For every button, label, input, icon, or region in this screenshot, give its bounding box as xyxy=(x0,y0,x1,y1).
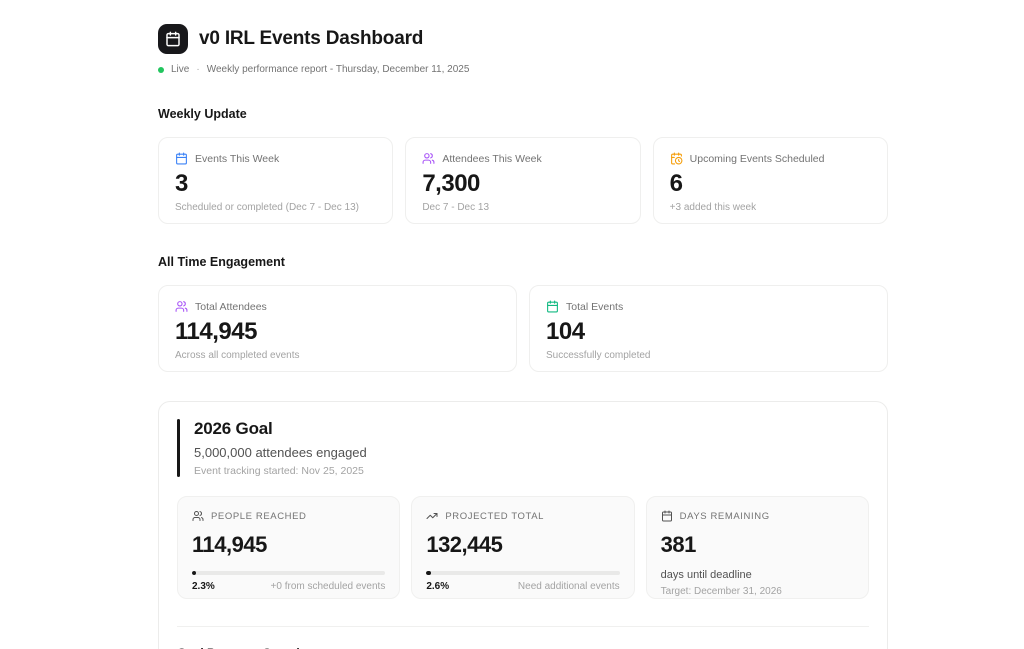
card-label-row: Total Events xyxy=(546,300,871,313)
users-icon xyxy=(192,510,204,522)
users-icon xyxy=(422,152,435,165)
header: v0 IRL Events Dashboard xyxy=(158,24,888,54)
progress-bar xyxy=(426,571,619,575)
goal-accent-bar xyxy=(177,419,180,477)
goal-header: 2026 Goal 5,000,000 attendees engaged Ev… xyxy=(177,419,869,477)
card-label-row: Total Attendees xyxy=(175,300,500,313)
card-note: Target: December 31, 2026 xyxy=(661,586,854,597)
calendar-icon xyxy=(661,510,673,522)
card-description: Dec 7 - Dec 13 xyxy=(422,202,623,213)
card-value: 114,945 xyxy=(175,318,500,346)
card-label-row: DAYS REMAINING xyxy=(661,510,854,522)
card-footer: 2.3% +0 from scheduled events xyxy=(192,581,385,592)
card-value: 114,945 xyxy=(192,532,385,558)
live-status-label: Live xyxy=(171,64,189,75)
goal-header-text: 2026 Goal 5,000,000 attendees engaged Ev… xyxy=(194,419,367,477)
card-note: +0 from scheduled events xyxy=(271,581,386,592)
calendar-icon xyxy=(546,300,559,313)
card-label: Events This Week xyxy=(195,153,279,165)
progress-bar-fill xyxy=(426,571,431,575)
card-value: 132,445 xyxy=(426,532,619,558)
card-label: Total Events xyxy=(566,301,623,313)
goal-section-card: 2026 Goal 5,000,000 attendees engaged Ev… xyxy=(158,401,888,649)
card-label-row: Upcoming Events Scheduled xyxy=(670,152,871,165)
trending-up-icon xyxy=(426,510,438,522)
goal-card-projected-total: PROJECTED TOTAL 132,445 2.6% Need additi… xyxy=(411,496,634,599)
card-label-row: PEOPLE REACHED xyxy=(192,510,385,522)
goal-heading: 2026 Goal xyxy=(194,419,367,439)
app-logo xyxy=(158,24,188,54)
stat-card-upcoming-events: Upcoming Events Scheduled 6 +3 added thi… xyxy=(653,137,888,224)
status-row: Live · Weekly performance report - Thurs… xyxy=(158,64,888,75)
card-description: days until deadline xyxy=(661,569,854,581)
card-label: Upcoming Events Scheduled xyxy=(690,153,825,165)
goal-tracking-note: Event tracking started: Nov 25, 2025 xyxy=(194,465,367,477)
report-subtitle: Weekly performance report - Thursday, De… xyxy=(207,64,470,75)
card-description: Across all completed events xyxy=(175,350,500,361)
all-time-cards: Total Attendees 114,945 Across all compl… xyxy=(158,285,888,372)
dashboard-page: v0 IRL Events Dashboard Live · Weekly pe… xyxy=(158,0,888,649)
card-value: 6 xyxy=(670,170,871,198)
card-label-row: Events This Week xyxy=(175,152,376,165)
card-label-row: Attendees This Week xyxy=(422,152,623,165)
card-value: 381 xyxy=(661,532,854,558)
goal-card-days-remaining: DAYS REMAINING 381 days until deadline T… xyxy=(646,496,869,599)
weekly-update-heading: Weekly Update xyxy=(158,107,888,121)
card-description: +3 added this week xyxy=(670,202,871,213)
goal-subtitle: 5,000,000 attendees engaged xyxy=(194,445,367,460)
weekly-update-cards: Events This Week 3 Scheduled or complete… xyxy=(158,137,888,224)
card-label: PROJECTED TOTAL xyxy=(445,511,544,522)
stat-card-total-events: Total Events 104 Successfully completed xyxy=(529,285,888,372)
progress-percent: 2.6% xyxy=(426,581,449,592)
stat-card-total-attendees: Total Attendees 114,945 Across all compl… xyxy=(158,285,517,372)
calendar-icon xyxy=(175,152,188,165)
live-status-dot xyxy=(158,67,164,73)
stat-card-events-this-week: Events This Week 3 Scheduled or complete… xyxy=(158,137,393,224)
page-title: v0 IRL Events Dashboard xyxy=(199,28,423,50)
status-separator: · xyxy=(196,64,199,75)
card-label: Total Attendees xyxy=(195,301,267,313)
card-footer: 2.6% Need additional events xyxy=(426,581,619,592)
calendar-clock-icon xyxy=(670,152,683,165)
progress-percent: 2.3% xyxy=(192,581,215,592)
card-label: Attendees This Week xyxy=(442,153,541,165)
card-value: 104 xyxy=(546,318,871,346)
progress-bar xyxy=(192,571,385,575)
card-note: Need additional events xyxy=(518,581,620,592)
all-time-heading: All Time Engagement xyxy=(158,255,888,269)
section-divider xyxy=(177,626,869,627)
card-value: 7,300 xyxy=(422,170,623,198)
goal-card-people-reached: PEOPLE REACHED 114,945 2.3% +0 from sche… xyxy=(177,496,400,599)
card-label: PEOPLE REACHED xyxy=(211,511,307,522)
users-icon xyxy=(175,300,188,313)
card-label: DAYS REMAINING xyxy=(680,511,770,522)
card-description: Scheduled or completed (Dec 7 - Dec 13) xyxy=(175,202,376,213)
card-value: 3 xyxy=(175,170,376,198)
calendar-icon xyxy=(165,31,181,47)
goal-stat-cards: PEOPLE REACHED 114,945 2.3% +0 from sche… xyxy=(177,496,869,599)
card-label-row: PROJECTED TOTAL xyxy=(426,510,619,522)
progress-bar-fill xyxy=(192,571,196,575)
stat-card-attendees-this-week: Attendees This Week 7,300 Dec 7 - Dec 13 xyxy=(405,137,640,224)
card-description: Successfully completed xyxy=(546,350,871,361)
